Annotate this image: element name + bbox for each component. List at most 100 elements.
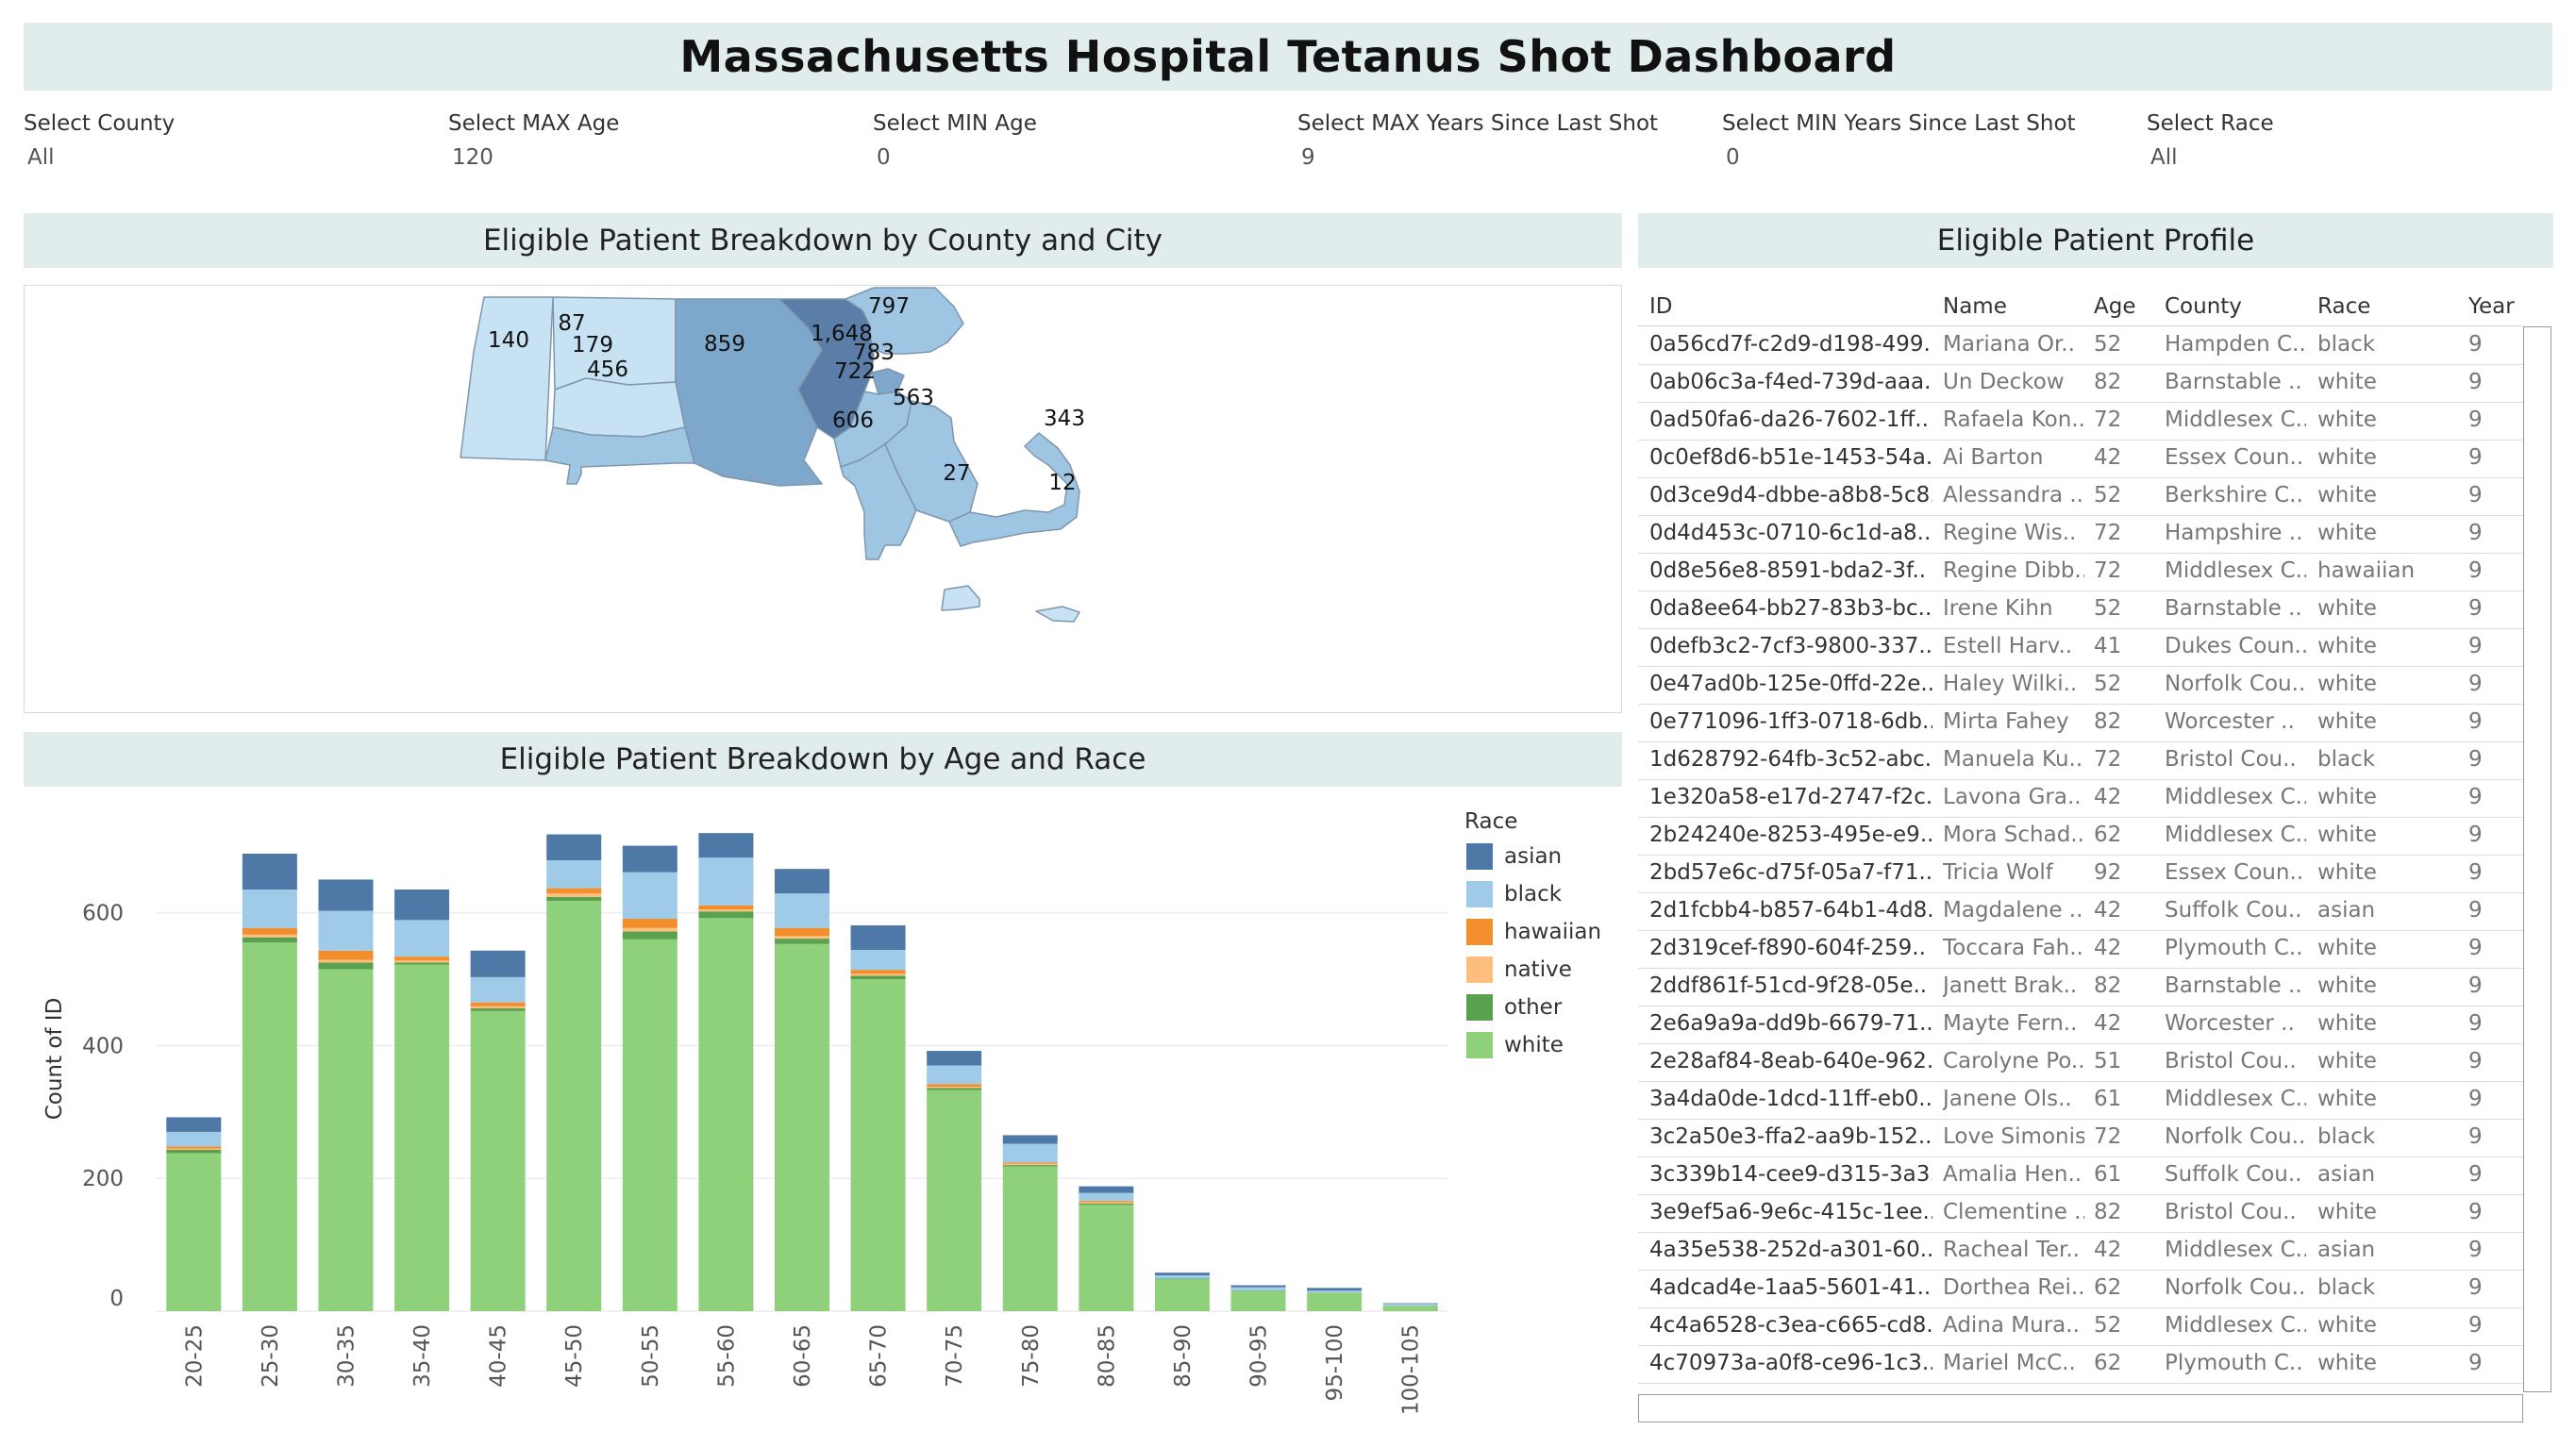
- bar-segment-asian[interactable]: [1307, 1288, 1363, 1291]
- table-row[interactable]: 0a56cd7f-c2d9-d198-499.. Mariana Or.. 52 Ha…: [1638, 326, 2523, 365]
- bar-segment-asian[interactable]: [546, 834, 602, 861]
- bar-segment-black[interactable]: [318, 910, 374, 951]
- table-row[interactable]: 2e6a9a9a-dd9b-6679-71.. Mayte Fern.. 42 Wor…: [1638, 1006, 2523, 1044]
- table-row[interactable]: 0defb3c2-7cf3-9800-337.. Estell Harv.. 41 D…: [1638, 628, 2523, 667]
- bar-segment-white[interactable]: [1079, 1205, 1134, 1311]
- bar-segment-white[interactable]: [698, 918, 754, 1311]
- bar-segment-asian[interactable]: [242, 853, 297, 890]
- table-row[interactable]: 4a35e538-252d-a301-60.. Racheal Ter.. 42 Mi…: [1638, 1232, 2523, 1271]
- legend-item-black[interactable]: black: [1466, 881, 1562, 907]
- table-row[interactable]: 1e320a58-e17d-2747-f2c.. Lavona Gra.. 42 Mi…: [1638, 779, 2523, 818]
- col-header-name[interactable]: Name: [1943, 294, 2007, 319]
- table-row[interactable]: 2bd57e6c-d75f-05a7-f71.. Tricia Wolf 92 Ess…: [1638, 855, 2523, 893]
- filter-min-years[interactable]: Select MIN Years Since Last Shot 0: [1722, 111, 2118, 170]
- county-hampshire[interactable]: [552, 377, 686, 438]
- filter-county[interactable]: Select County All: [24, 111, 420, 170]
- table-row[interactable]: 0e47ad0b-125e-0ffd-22e.. Haley Wilki.. 52 N…: [1638, 666, 2523, 705]
- table-row[interactable]: 0e771096-1ff3-0718-6db.. Mirta Fahey 82 Wor…: [1638, 704, 2523, 742]
- bar-segment-hawaiian[interactable]: [622, 918, 677, 928]
- bar-segment-asian[interactable]: [927, 1051, 982, 1066]
- bar-segment-white[interactable]: [242, 942, 297, 1311]
- bar-segment-hawaiian[interactable]: [242, 927, 297, 935]
- bar-segment-native[interactable]: [242, 934, 297, 938]
- bar-segment-white[interactable]: [318, 969, 374, 1311]
- table-row[interactable]: 4c4a6528-c3ea-c665-cd8.. Adina Mura.. 52 Mi…: [1638, 1307, 2523, 1346]
- county-map[interactable]: 797 87 140 179 859 1,648 783 456 722 563…: [24, 285, 1622, 713]
- bar-segment-native[interactable]: [622, 927, 677, 932]
- bar-segment-asian[interactable]: [775, 869, 829, 894]
- bar-segment-hawaiian[interactable]: [546, 888, 602, 894]
- bar-segment-black[interactable]: [1154, 1274, 1210, 1279]
- bar-segment-white[interactable]: [546, 900, 602, 1311]
- county-hampden[interactable]: [544, 426, 695, 485]
- county-map-svg[interactable]: 797 87 140 179 859 1,648 783 456 722 563…: [25, 286, 1621, 712]
- bar-segment-black[interactable]: [242, 889, 297, 928]
- bar-segment-other[interactable]: [470, 1008, 526, 1011]
- bar-segment-white[interactable]: [1382, 1306, 1438, 1311]
- bar-segment-asian[interactable]: [1382, 1303, 1438, 1305]
- county-barnstable[interactable]: [948, 432, 1080, 547]
- bar-segment-white[interactable]: [1307, 1292, 1363, 1311]
- bar-segment-hawaiian[interactable]: [470, 1002, 526, 1006]
- table-row[interactable]: 3a4da0de-1dcd-11ff-eb0.. Janene Ols.. 61 Mi…: [1638, 1081, 2523, 1120]
- legend-item-native[interactable]: native: [1466, 956, 1572, 983]
- table-row[interactable]: 0ad50fa6-da26-7602-1ff.. Rafaela Kon.. 72 M…: [1638, 402, 2523, 441]
- filter-value-input[interactable]: 0: [877, 145, 891, 170]
- filter-value-input[interactable]: 9: [1301, 145, 1315, 170]
- county-nantucket[interactable]: [1035, 606, 1080, 623]
- bar-segment-asian[interactable]: [470, 950, 526, 977]
- table-row[interactable]: 0d4d453c-0710-6c1d-a8.. Regine Wis.. 72 Ham…: [1638, 515, 2523, 554]
- bar-segment-native[interactable]: [698, 909, 754, 912]
- bar-segment-black[interactable]: [470, 976, 526, 1003]
- bar-segment-white[interactable]: [927, 1089, 982, 1311]
- bar-segment-asian[interactable]: [1154, 1272, 1210, 1275]
- bar-segment-black[interactable]: [394, 920, 450, 957]
- table-row[interactable]: 2d319cef-f890-604f-259.. Toccara Fah.. 42 P…: [1638, 930, 2523, 969]
- table-row[interactable]: 0c0ef8d6-b51e-1453-54a.. Ai Barton 42 Essex…: [1638, 440, 2523, 478]
- bar-segment-asian[interactable]: [318, 879, 374, 911]
- bar-segment-other[interactable]: [927, 1088, 982, 1090]
- bar-segment-native[interactable]: [166, 1148, 222, 1150]
- col-header-year[interactable]: Year: [2468, 294, 2515, 319]
- bar-segment-asian[interactable]: [698, 833, 754, 858]
- bar-segment-white[interactable]: [166, 1153, 222, 1311]
- bar-segment-black[interactable]: [546, 860, 602, 889]
- bar-segment-black[interactable]: [1002, 1143, 1058, 1163]
- table-row[interactable]: 0da8ee64-bb27-83b3-bc.. Irene Kihn 52 Barns…: [1638, 590, 2523, 629]
- bar-segment-hawaiian[interactable]: [850, 970, 906, 974]
- bar-segment-native[interactable]: [470, 1006, 526, 1008]
- bar-segment-hawaiian[interactable]: [698, 905, 754, 910]
- bar-segment-native[interactable]: [1002, 1163, 1058, 1166]
- table-row[interactable]: 2ddf861f-51cd-9f28-05e.. Janett Brak.. 82 B…: [1638, 968, 2523, 1006]
- filter-min-age[interactable]: Select MIN Age 0: [873, 111, 1269, 170]
- bar-segment-black[interactable]: [1382, 1304, 1438, 1306]
- table-row[interactable]: 2d1fcbb4-b857-64b1-4d8.. Magdalene .. 42 Su…: [1638, 892, 2523, 931]
- bar-segment-other[interactable]: [775, 939, 829, 944]
- table-row[interactable]: 0ab06c3a-f4ed-739d-aaa.. Un Deckow 82 Barns…: [1638, 364, 2523, 403]
- bar-segment-asian[interactable]: [166, 1117, 222, 1132]
- bar-segment-native[interactable]: [850, 973, 906, 976]
- county-bristol[interactable]: [840, 443, 917, 560]
- bar-segment-black[interactable]: [1079, 1192, 1134, 1202]
- bar-segment-black[interactable]: [1307, 1290, 1363, 1293]
- table-row[interactable]: 2b24240e-8253-495e-e9.. Mora Schad.. 62 Mid…: [1638, 817, 2523, 856]
- filter-value-input[interactable]: 0: [1726, 145, 1740, 170]
- legend-item-hawaiian[interactable]: hawaiian: [1466, 919, 1601, 945]
- table-row[interactable]: 3c2a50e3-ffa2-aa9b-152.. Love Simonis 72 No…: [1638, 1119, 2523, 1157]
- bar-segment-white[interactable]: [1154, 1279, 1210, 1311]
- table-row[interactable]: 4adcad4e-1aa5-5601-41.. Dorthea Rei.. 62 No…: [1638, 1270, 2523, 1308]
- filter-race[interactable]: Select Race All: [2147, 111, 2543, 170]
- county-dukes[interactable]: [941, 585, 980, 611]
- county-suffolk[interactable]: [871, 368, 905, 395]
- filter-max-age[interactable]: Select MAX Age 120: [448, 111, 845, 170]
- filter-max-years[interactable]: Select MAX Years Since Last Shot 9: [1297, 111, 1694, 170]
- bar-segment-white[interactable]: [775, 943, 829, 1311]
- col-header-race[interactable]: Race: [2317, 294, 2371, 319]
- bar-segment-other[interactable]: [622, 931, 677, 940]
- bar-segment-hawaiian[interactable]: [318, 950, 374, 960]
- bar-segment-black[interactable]: [775, 893, 829, 928]
- bar-segment-other[interactable]: [1154, 1278, 1210, 1280]
- filter-value-dropdown[interactable]: All: [27, 145, 55, 170]
- bar-segment-other[interactable]: [546, 896, 602, 901]
- legend-item-white[interactable]: white: [1466, 1032, 1564, 1058]
